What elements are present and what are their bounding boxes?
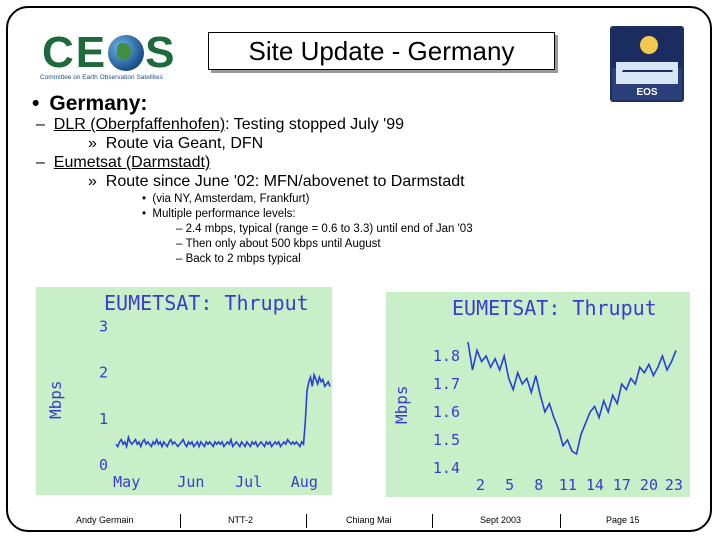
- chart-x-tick-label: Jul: [235, 473, 262, 491]
- footer-divider: [432, 514, 433, 528]
- ceos-letter-c: C: [42, 28, 76, 77]
- sub-bullet-levels: • Multiple performance levels:: [142, 208, 296, 220]
- item-dlr: – DLR (Oberpfaffenhofen): Testing stoppe…: [36, 116, 404, 134]
- chart-x-tick-label: May: [113, 473, 140, 491]
- link-dlr[interactable]: DLR (Oberpfaffenhofen): [53, 116, 226, 133]
- dash-marker: –: [36, 154, 45, 171]
- footer-date: Sept 2003: [480, 515, 522, 525]
- ceos-logo-letters: CE S: [42, 28, 177, 78]
- sub-bullet-via: • (via NY, Amsterdam, Frankfurt): [142, 193, 309, 205]
- item-eumetsat: – Eumetsat (Darmstadt): [36, 154, 210, 172]
- chart-series-line: [467, 341, 677, 456]
- chart-x-tick-label: 11: [559, 476, 577, 494]
- chart-plot: 1.4 1.5 1.6 1.7 1.8 2 5 8 11 14 17 20 23: [433, 341, 683, 494]
- chart-plot: 0 1 2 3 May Jun Jul Aug: [99, 317, 331, 491]
- ceos-logo-subtitle: Committee on Earth Observation Satellite…: [40, 74, 163, 81]
- chart-x-tick-label: 2: [476, 476, 485, 494]
- chart-y-tick-label: 1.4: [433, 459, 460, 477]
- arrow-marker: »: [88, 173, 97, 190]
- item-route-geant: » Route via Geant, DFN: [88, 135, 263, 153]
- thruput-chart-daily: EUMETSAT: Thruput Mbps 1.4 1.5 1.6 1.7 1.8 2 5…: [386, 292, 690, 497]
- chart-series-line: [115, 371, 331, 450]
- sub-bullet-text: (via NY, Amsterdam, Frankfurt): [152, 193, 310, 205]
- chart-y-tick-label: 2: [99, 364, 108, 382]
- chart-y-tick-label: 0: [99, 456, 108, 474]
- globe-icon: [108, 35, 145, 71]
- sub-sub-bullet: – Then only about 500 kbps until August: [176, 238, 381, 250]
- sub-bullet-text: Multiple performance levels:: [152, 208, 296, 220]
- content-heading: Germany:: [49, 92, 148, 115]
- item-dlr-text: : Testing stopped July '99: [225, 116, 405, 133]
- chart-y-tick-label: 1.7: [433, 375, 460, 393]
- thruput-chart-monthly: EUMETSAT: Thruput Mbps 0 1 2 3 May Jun Jul Aug: [36, 287, 332, 495]
- chart-title: EUMETSAT: Thruput: [104, 291, 309, 315]
- small-bullet-icon: •: [142, 193, 147, 205]
- small-bullet-icon: •: [142, 208, 147, 220]
- chart-x-tick-label: 23: [665, 476, 683, 494]
- chart-y-tick-label: 1.5: [433, 431, 460, 449]
- slide-title: Site Update - Germany: [248, 36, 515, 66]
- sub-sub-bullet: – Back to 2 mbps typical: [176, 253, 301, 265]
- item-route-geant-text: Route via Geant, DFN: [105, 135, 264, 152]
- link-eumetsat[interactable]: Eumetsat (Darmstadt): [53, 154, 211, 171]
- chart-y-tick-label: 3: [99, 317, 108, 335]
- footer-location: Chiang Mai: [346, 515, 392, 525]
- heading-bullet: • Germany:: [32, 92, 147, 116]
- footer-divider: [180, 514, 181, 528]
- chart-x-tick-label: 8: [534, 476, 543, 494]
- footer-divider: [306, 514, 307, 528]
- slide-title-box: Site Update - Germany: [208, 32, 555, 70]
- ceos-letter-e: E: [75, 28, 108, 77]
- sub-sub-bullet-text: Back to 2 mbps typical: [185, 253, 301, 265]
- ceos-logo: CE S Committee on Earth Observation Satel…: [36, 24, 186, 86]
- item-route-mfn: » Route since June '02: MFN/abovenet to …: [88, 173, 465, 191]
- bullet-dot-icon: •: [32, 92, 40, 115]
- eos-logo: EOS: [610, 26, 684, 102]
- footer-divider: [560, 514, 561, 528]
- chart-x-tick-label: 17: [613, 476, 631, 494]
- sun-icon: [640, 36, 658, 54]
- sub-sub-bullet: – 2.4 mbps, typical (range = 0.6 to 3.3)…: [176, 223, 473, 235]
- ceos-letter-s: S: [145, 28, 177, 77]
- footer-author: Andy Germain: [76, 515, 134, 525]
- chart-x-tick-label: 5: [505, 476, 514, 494]
- chart-x-tick-label: 20: [640, 476, 658, 494]
- chart-y-tick-label: 1.8: [433, 347, 460, 365]
- arrow-marker: »: [88, 135, 97, 152]
- footer-event: NTT-2: [228, 515, 254, 525]
- chart-title: EUMETSAT: Thruput: [452, 296, 657, 320]
- dash-marker: –: [36, 116, 45, 133]
- sub-sub-bullet-text: Then only about 500 kbps until August: [185, 238, 381, 250]
- chart-x-tick-label: 14: [586, 476, 604, 494]
- footer-page: Page 15: [606, 515, 640, 525]
- chart-y-tick-label: 1.6: [433, 403, 460, 421]
- sub-sub-bullet-text: 2.4 mbps, typical (range = 0.6 to 3.3) u…: [185, 223, 473, 235]
- item-route-mfn-text: Route since June '02: MFN/abovenet to Da…: [105, 173, 465, 190]
- eos-logo-earth: [616, 62, 678, 84]
- chart-x-tick-label: Aug: [291, 473, 318, 491]
- eos-logo-label: EOS: [636, 87, 658, 98]
- chart-x-tick-label: Jun: [177, 473, 204, 491]
- chart-y-tick-label: 1: [99, 410, 108, 428]
